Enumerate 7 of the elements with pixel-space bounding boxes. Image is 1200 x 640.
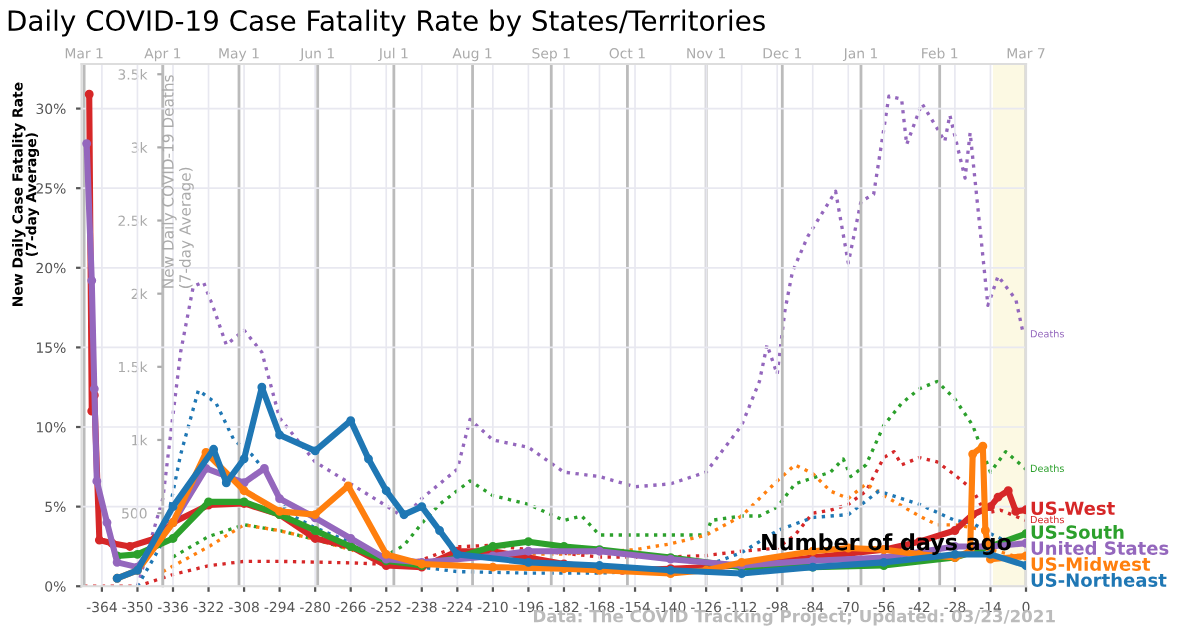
text: Data: The COVID Tracking Project; Updated: 03/23/2021 [533, 609, 1055, 626]
series-label: US-Midwest [1031, 556, 1151, 571]
series-label: United States [1031, 540, 1169, 555]
series-label: US-South [1031, 524, 1124, 539]
series-label: US-Northeast [1031, 572, 1167, 587]
chart-title: Daily COVID-19 Case Fatality Rate by States/Territories [8, 9, 765, 37]
series-label: US-West [1031, 501, 1115, 516]
